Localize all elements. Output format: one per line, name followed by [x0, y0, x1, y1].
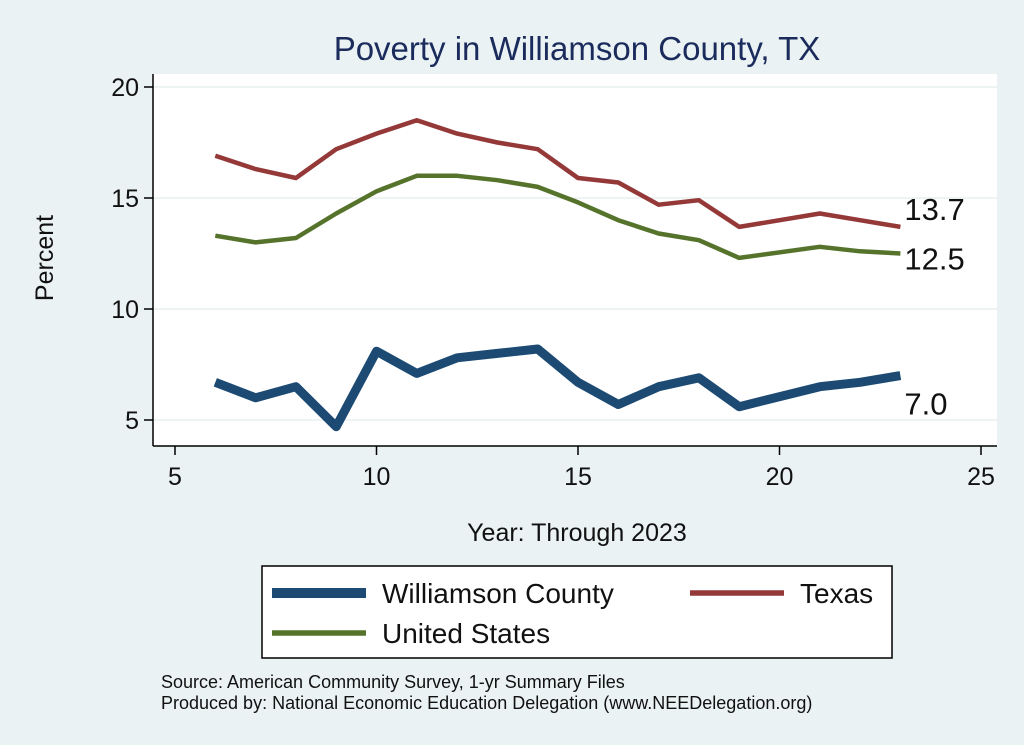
gridlines	[153, 86, 997, 421]
y-tick-label-20: 20	[111, 74, 139, 102]
legend-label-williamson-county: Williamson County	[382, 578, 614, 609]
legend-box	[261, 565, 893, 659]
x-tick-label-25: 25	[967, 463, 995, 491]
x-axis-title: Year: Through 2023	[467, 519, 687, 547]
x-tick-label-15: 15	[564, 463, 592, 491]
source-note: Source: American Community Survey, 1-yr …	[161, 672, 625, 692]
series-line-williamson-county	[213, 344, 902, 432]
legend-label-texas: Texas	[800, 578, 873, 609]
x-ticks: 5 10 15 20 25	[168, 446, 995, 491]
series-lines	[213, 118, 902, 432]
y-ticks: 5 10 15 20	[111, 74, 153, 435]
x-tick-label-20: 20	[766, 463, 794, 491]
legend: Williamson County Texas United States	[272, 578, 873, 649]
chart-title: Poverty in Williamson County, TX	[334, 30, 821, 67]
end-label-texas: 13.7	[904, 192, 964, 227]
x-tick-label-10: 10	[363, 463, 391, 491]
y-axis-title: Percent	[31, 215, 59, 301]
end-label-united-states: 12.5	[904, 242, 964, 277]
series-line-united-states	[214, 173, 901, 261]
legend-label-united-states: United States	[382, 618, 550, 649]
y-tick-label-10: 10	[111, 296, 139, 324]
y-tick-label-5: 5	[125, 407, 139, 435]
end-label-williamson-county: 7.0	[904, 387, 947, 422]
y-tick-label-15: 15	[111, 185, 139, 213]
series-line-texas	[214, 118, 901, 230]
x-tick-label-5: 5	[168, 463, 182, 491]
producer-note: Produced by: National Economic Education…	[161, 693, 812, 713]
end-labels: 7.0 13.7 12.5	[904, 192, 964, 422]
